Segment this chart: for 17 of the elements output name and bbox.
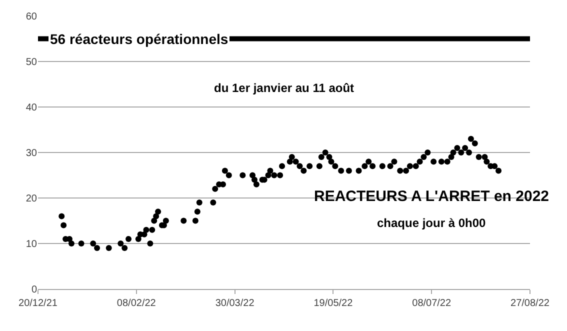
y-tick-label: 40: [26, 102, 38, 114]
y-tick-label: 0: [31, 284, 38, 296]
x-tick-label: 08/02/22: [116, 298, 156, 309]
annotation: REACTEURS A L'ARRET en 2022: [314, 188, 549, 205]
x-tick-label: 08/07/22: [412, 298, 452, 309]
x-tick-label: 30/03/22: [215, 298, 255, 309]
x-tick-label: 19/05/22: [314, 298, 354, 309]
y-tick-label: 10: [26, 239, 38, 250]
y-tick-label: 50: [26, 57, 38, 68]
x-tick-label: 20/12/21: [18, 298, 58, 309]
annotation: du 1er janvier au 11 août: [214, 81, 354, 95]
ref-line-label: 56 réacteurs opérationnels: [50, 31, 228, 47]
y-tick-label: 60: [26, 12, 38, 22]
y-tick-label: 30: [26, 148, 38, 159]
annotation: chaque jour à 0h00: [377, 216, 486, 230]
y-tick-label: 20: [26, 194, 38, 204]
x-tick-label: 27/08/22: [510, 298, 550, 309]
